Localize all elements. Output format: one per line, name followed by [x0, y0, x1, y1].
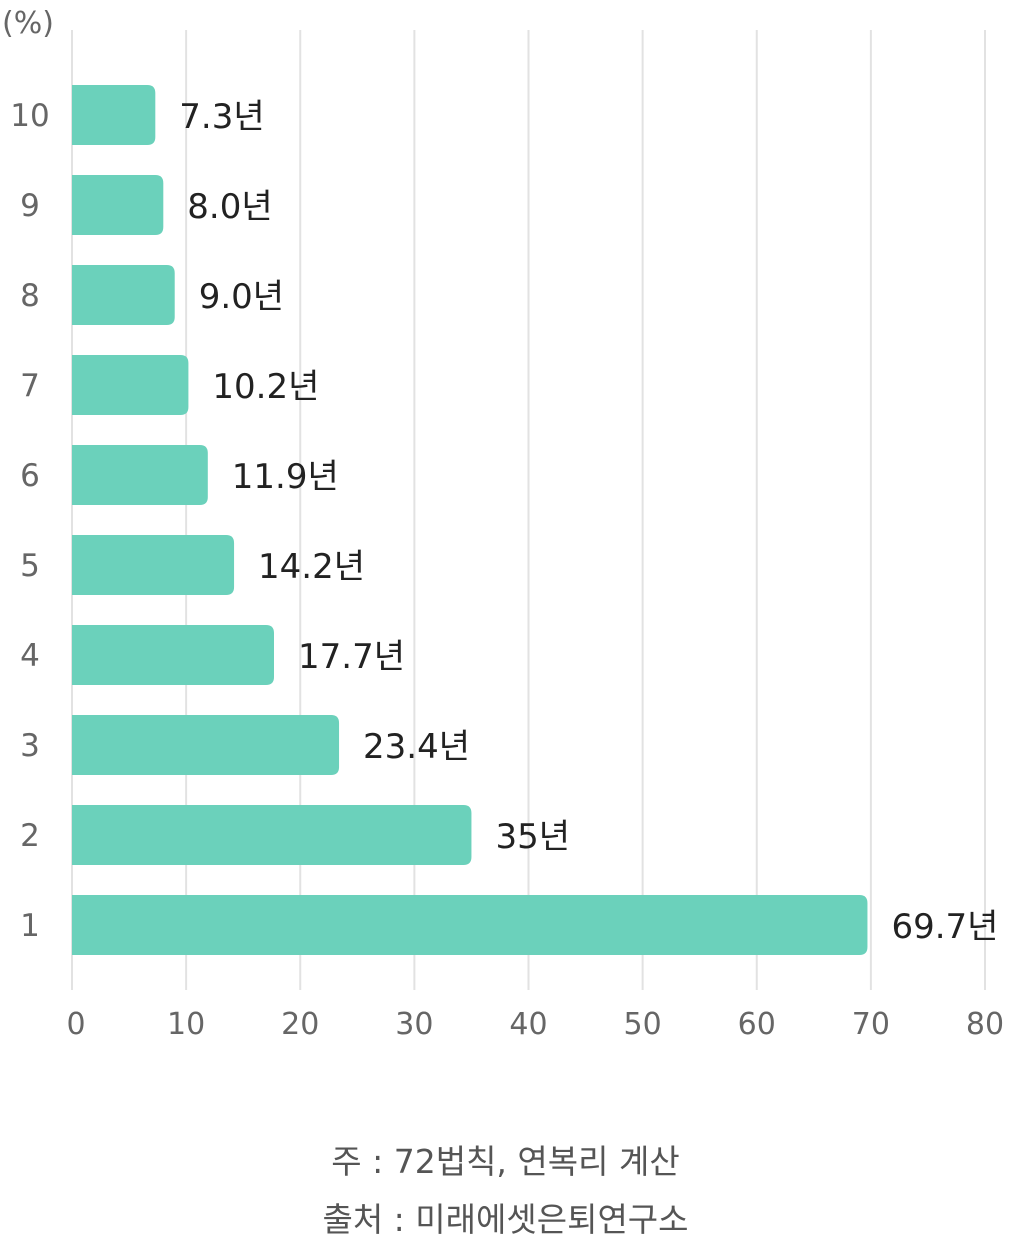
data-label: 23.4년 [363, 727, 470, 767]
chart-note: 주 : 72법칙, 연복리 계산 [331, 1142, 680, 1181]
chart-source: 출처 : 미래에셋은퇴연구소 [322, 1200, 689, 1239]
data-label: 69.7년 [891, 907, 998, 947]
data-label: 35년 [495, 817, 570, 857]
data-label: 11.9년 [232, 457, 339, 497]
bar-group: 4 17.7년 [20, 625, 405, 685]
bar [72, 805, 472, 865]
y-tick-label: 9 [20, 188, 40, 224]
y-tick-label: 3 [20, 728, 40, 764]
y-tick-label: 4 [20, 638, 40, 674]
bar [72, 355, 189, 415]
data-label: 9.0년 [199, 277, 284, 317]
bar [72, 895, 868, 955]
bar-group: 9 8.0년 [20, 175, 273, 235]
x-tick-label: 50 [624, 1007, 662, 1042]
y-tick-label: 1 [20, 908, 40, 944]
x-tick-label: 10 [167, 1007, 205, 1042]
y-tick-label: 2 [20, 818, 40, 854]
bar [72, 715, 340, 775]
bar-group: 7 10.2년 [20, 355, 319, 415]
bar [72, 625, 275, 685]
y-tick-label: 10 [10, 98, 49, 134]
data-label: 14.2년 [258, 547, 365, 587]
bar-group: 8 9.0년 [20, 265, 284, 325]
y-tick-label: 5 [20, 548, 40, 584]
x-tick-label: 20 [281, 1007, 319, 1042]
y-tick-label: 8 [20, 278, 40, 314]
bar [72, 445, 208, 505]
bar [72, 175, 164, 235]
x-tick-label: 30 [395, 1007, 433, 1042]
bar-group: 1 69.7년 [20, 895, 998, 955]
data-label: 17.7년 [298, 637, 405, 677]
y-tick-label: 6 [20, 458, 40, 494]
data-label: 7.3년 [179, 97, 264, 137]
bar [72, 85, 156, 145]
bar-group: 2 35년 [20, 805, 570, 865]
x-tick-label: 80 [966, 1007, 1004, 1042]
x-tick-label: 0 [66, 1007, 85, 1042]
data-label: 8.0년 [187, 187, 272, 227]
x-tick-label: 40 [509, 1007, 547, 1042]
y-axis-unit-label: (%) [2, 6, 54, 41]
bar-group: 3 23.4년 [20, 715, 470, 775]
bar-group: 10 7.3년 [10, 85, 265, 145]
x-tick-label: 70 [852, 1007, 890, 1042]
x-tick-label: 60 [738, 1007, 776, 1042]
bar [72, 265, 175, 325]
bar-group: 5 14.2년 [20, 535, 365, 595]
data-label: 10.2년 [212, 367, 319, 407]
bar [72, 535, 235, 595]
y-tick-label: 7 [20, 368, 40, 404]
bar-group: 6 11.9년 [20, 445, 339, 505]
